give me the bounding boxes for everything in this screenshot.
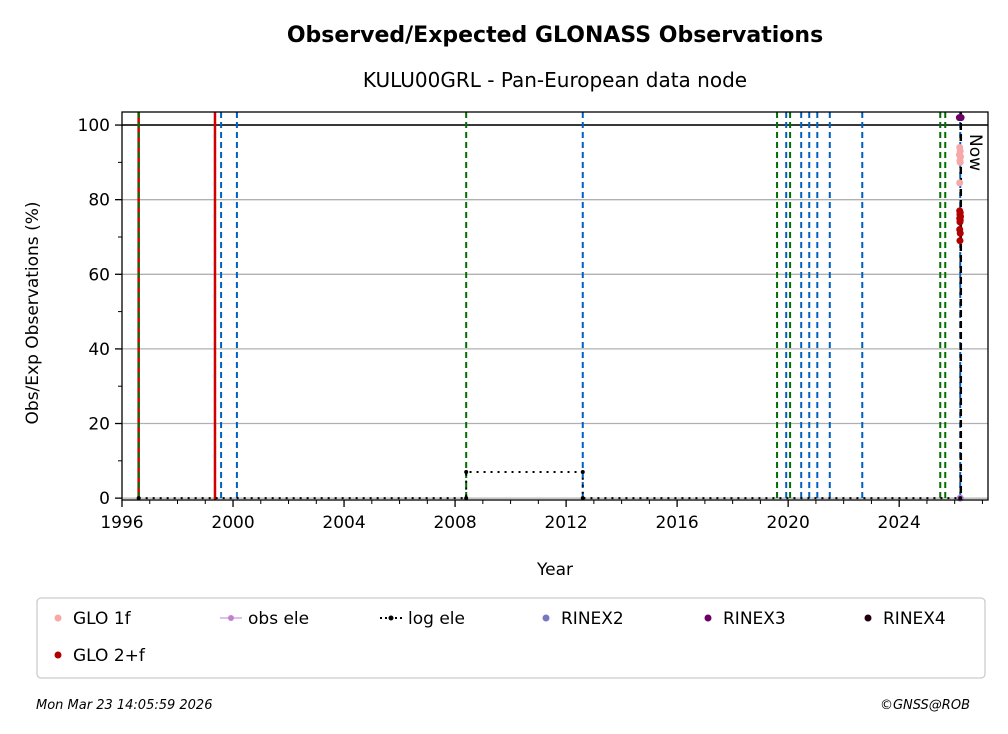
x-tick-label: 2000 (211, 513, 254, 533)
x-tick-label: 2016 (655, 513, 698, 533)
footer-credit: ©GNSS@ROB (880, 698, 970, 713)
x-tick-label: 2008 (433, 513, 476, 533)
legend-marker-glo-2-f (54, 651, 62, 659)
legend (36, 597, 986, 679)
data-point-log-ele (136, 496, 141, 501)
legend-marker-obs-ele (228, 615, 234, 621)
legend-marker-glo-1f (54, 614, 62, 622)
now-label: Now (965, 134, 985, 171)
x-tick-label: 2024 (878, 513, 921, 533)
y-axis-label: Obs/Exp Observations (%) (23, 202, 43, 425)
data-point-glo-1f (956, 179, 964, 187)
legend-marker-rinex2 (542, 614, 550, 622)
legend-label-log-ele: log ele (408, 609, 465, 629)
legend-label-obs-ele: obs ele (248, 609, 309, 629)
data-point-log-ele (464, 496, 469, 501)
legend-label-rinex2: RINEX2 (561, 609, 624, 629)
x-tick-label: 2004 (322, 513, 365, 533)
data-point-log-ele (580, 496, 585, 501)
legend-marker-log-ele (388, 615, 394, 621)
y-tick-label: 100 (78, 116, 110, 136)
data-point-log-ele (464, 470, 469, 475)
data-point-glo-1f (956, 158, 964, 166)
x-tick-label: 2020 (767, 513, 810, 533)
data-point-log-ele (958, 496, 963, 501)
x-axis-label: Year (536, 560, 573, 580)
footer-timestamp: Mon Mar 23 14:05:59 2026 (36, 698, 212, 713)
y-tick-label: 0 (99, 489, 110, 509)
legend-label-glo-1f: GLO 1f (73, 609, 132, 629)
data-point-log-ele (580, 470, 585, 475)
y-tick-label: 40 (88, 340, 110, 360)
data-point-glo-2-f (956, 229, 964, 237)
legend-label-glo-2-f: GLO 2+f (73, 646, 146, 666)
x-tick-label: 2012 (544, 513, 587, 533)
legend-label-rinex3: RINEX3 (723, 609, 786, 629)
y-tick-label: 60 (88, 265, 110, 285)
plot-frame (121, 111, 989, 501)
data-point-glo-2-f (956, 218, 964, 226)
chart-subtitle: KULU00GRL - Pan-European data node (363, 68, 747, 92)
legend-marker-rinex3 (704, 614, 712, 622)
y-tick-label: 20 (88, 415, 110, 435)
data-point-rinex3 (957, 114, 965, 122)
chart-title: Observed/Expected GLONASS Observations (287, 23, 823, 48)
legend-marker-rinex4 (864, 614, 872, 622)
y-tick-label: 80 (88, 191, 110, 211)
series-line-log-ele (138, 471, 961, 500)
legend-label-rinex4: RINEX4 (883, 609, 946, 629)
data-point-glo-2-f (956, 237, 964, 245)
x-tick-label: 1996 (100, 513, 143, 533)
